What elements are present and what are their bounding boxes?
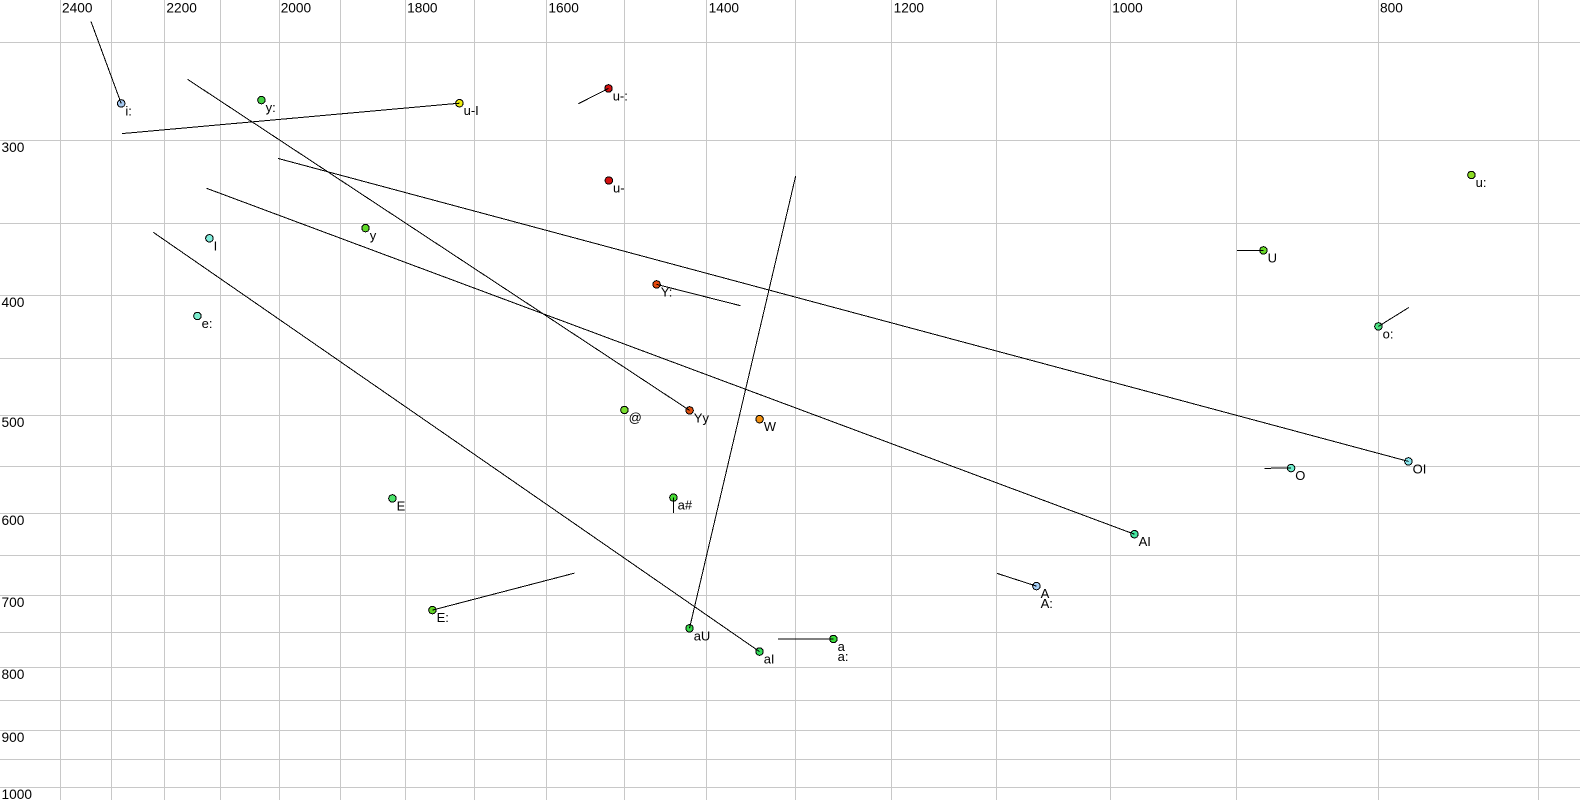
svg-text:1800: 1800 bbox=[407, 1, 438, 16]
svg-text:aU: aU bbox=[694, 628, 711, 643]
svg-text:@: @ bbox=[629, 410, 642, 425]
svg-text:O: O bbox=[1295, 468, 1305, 483]
svg-text:1400: 1400 bbox=[709, 1, 740, 16]
svg-text:I: I bbox=[214, 238, 218, 253]
svg-text:U: U bbox=[1268, 250, 1277, 265]
svg-text:u-: u- bbox=[613, 181, 625, 196]
svg-text:OI: OI bbox=[1413, 461, 1427, 476]
svg-text:e:: e: bbox=[202, 316, 213, 331]
svg-text:y: y bbox=[370, 228, 377, 243]
svg-text:1000: 1000 bbox=[1112, 1, 1143, 16]
svg-text:900: 900 bbox=[2, 730, 25, 745]
svg-text:o:: o: bbox=[1383, 326, 1394, 341]
svg-text:700: 700 bbox=[2, 595, 25, 610]
svg-text:2000: 2000 bbox=[281, 1, 312, 16]
svg-text:a: a bbox=[838, 639, 846, 654]
svg-text:u-I: u-I bbox=[464, 103, 479, 118]
svg-text:300: 300 bbox=[2, 140, 25, 155]
svg-text:W: W bbox=[764, 419, 777, 434]
svg-text:2200: 2200 bbox=[166, 1, 197, 16]
svg-text:i:: i: bbox=[125, 103, 131, 118]
svg-text:u:: u: bbox=[1476, 175, 1487, 190]
svg-text:400: 400 bbox=[2, 295, 25, 310]
svg-text:A:: A: bbox=[1041, 596, 1053, 611]
svg-text:AI: AI bbox=[1139, 534, 1151, 549]
svg-text:800: 800 bbox=[1380, 1, 1403, 16]
svg-text:y:: y: bbox=[266, 100, 276, 115]
svg-text:E: E bbox=[397, 498, 406, 513]
svg-text:1600: 1600 bbox=[548, 1, 579, 16]
svg-text:800: 800 bbox=[2, 667, 25, 682]
svg-text:600: 600 bbox=[2, 513, 25, 528]
svg-text:1200: 1200 bbox=[894, 1, 925, 16]
svg-text:1000: 1000 bbox=[2, 787, 33, 800]
svg-text:a#: a# bbox=[678, 498, 693, 513]
svg-text:Y:: Y: bbox=[661, 284, 673, 299]
svg-text:2400: 2400 bbox=[62, 1, 93, 16]
svg-text:aI: aI bbox=[764, 652, 775, 667]
svg-text:A: A bbox=[1041, 586, 1050, 601]
svg-text:u-:: u-: bbox=[613, 88, 628, 103]
svg-text:E:: E: bbox=[437, 610, 449, 625]
svg-text:Yy: Yy bbox=[694, 410, 710, 425]
svg-text:500: 500 bbox=[2, 415, 25, 430]
svg-text:a:: a: bbox=[838, 649, 849, 664]
